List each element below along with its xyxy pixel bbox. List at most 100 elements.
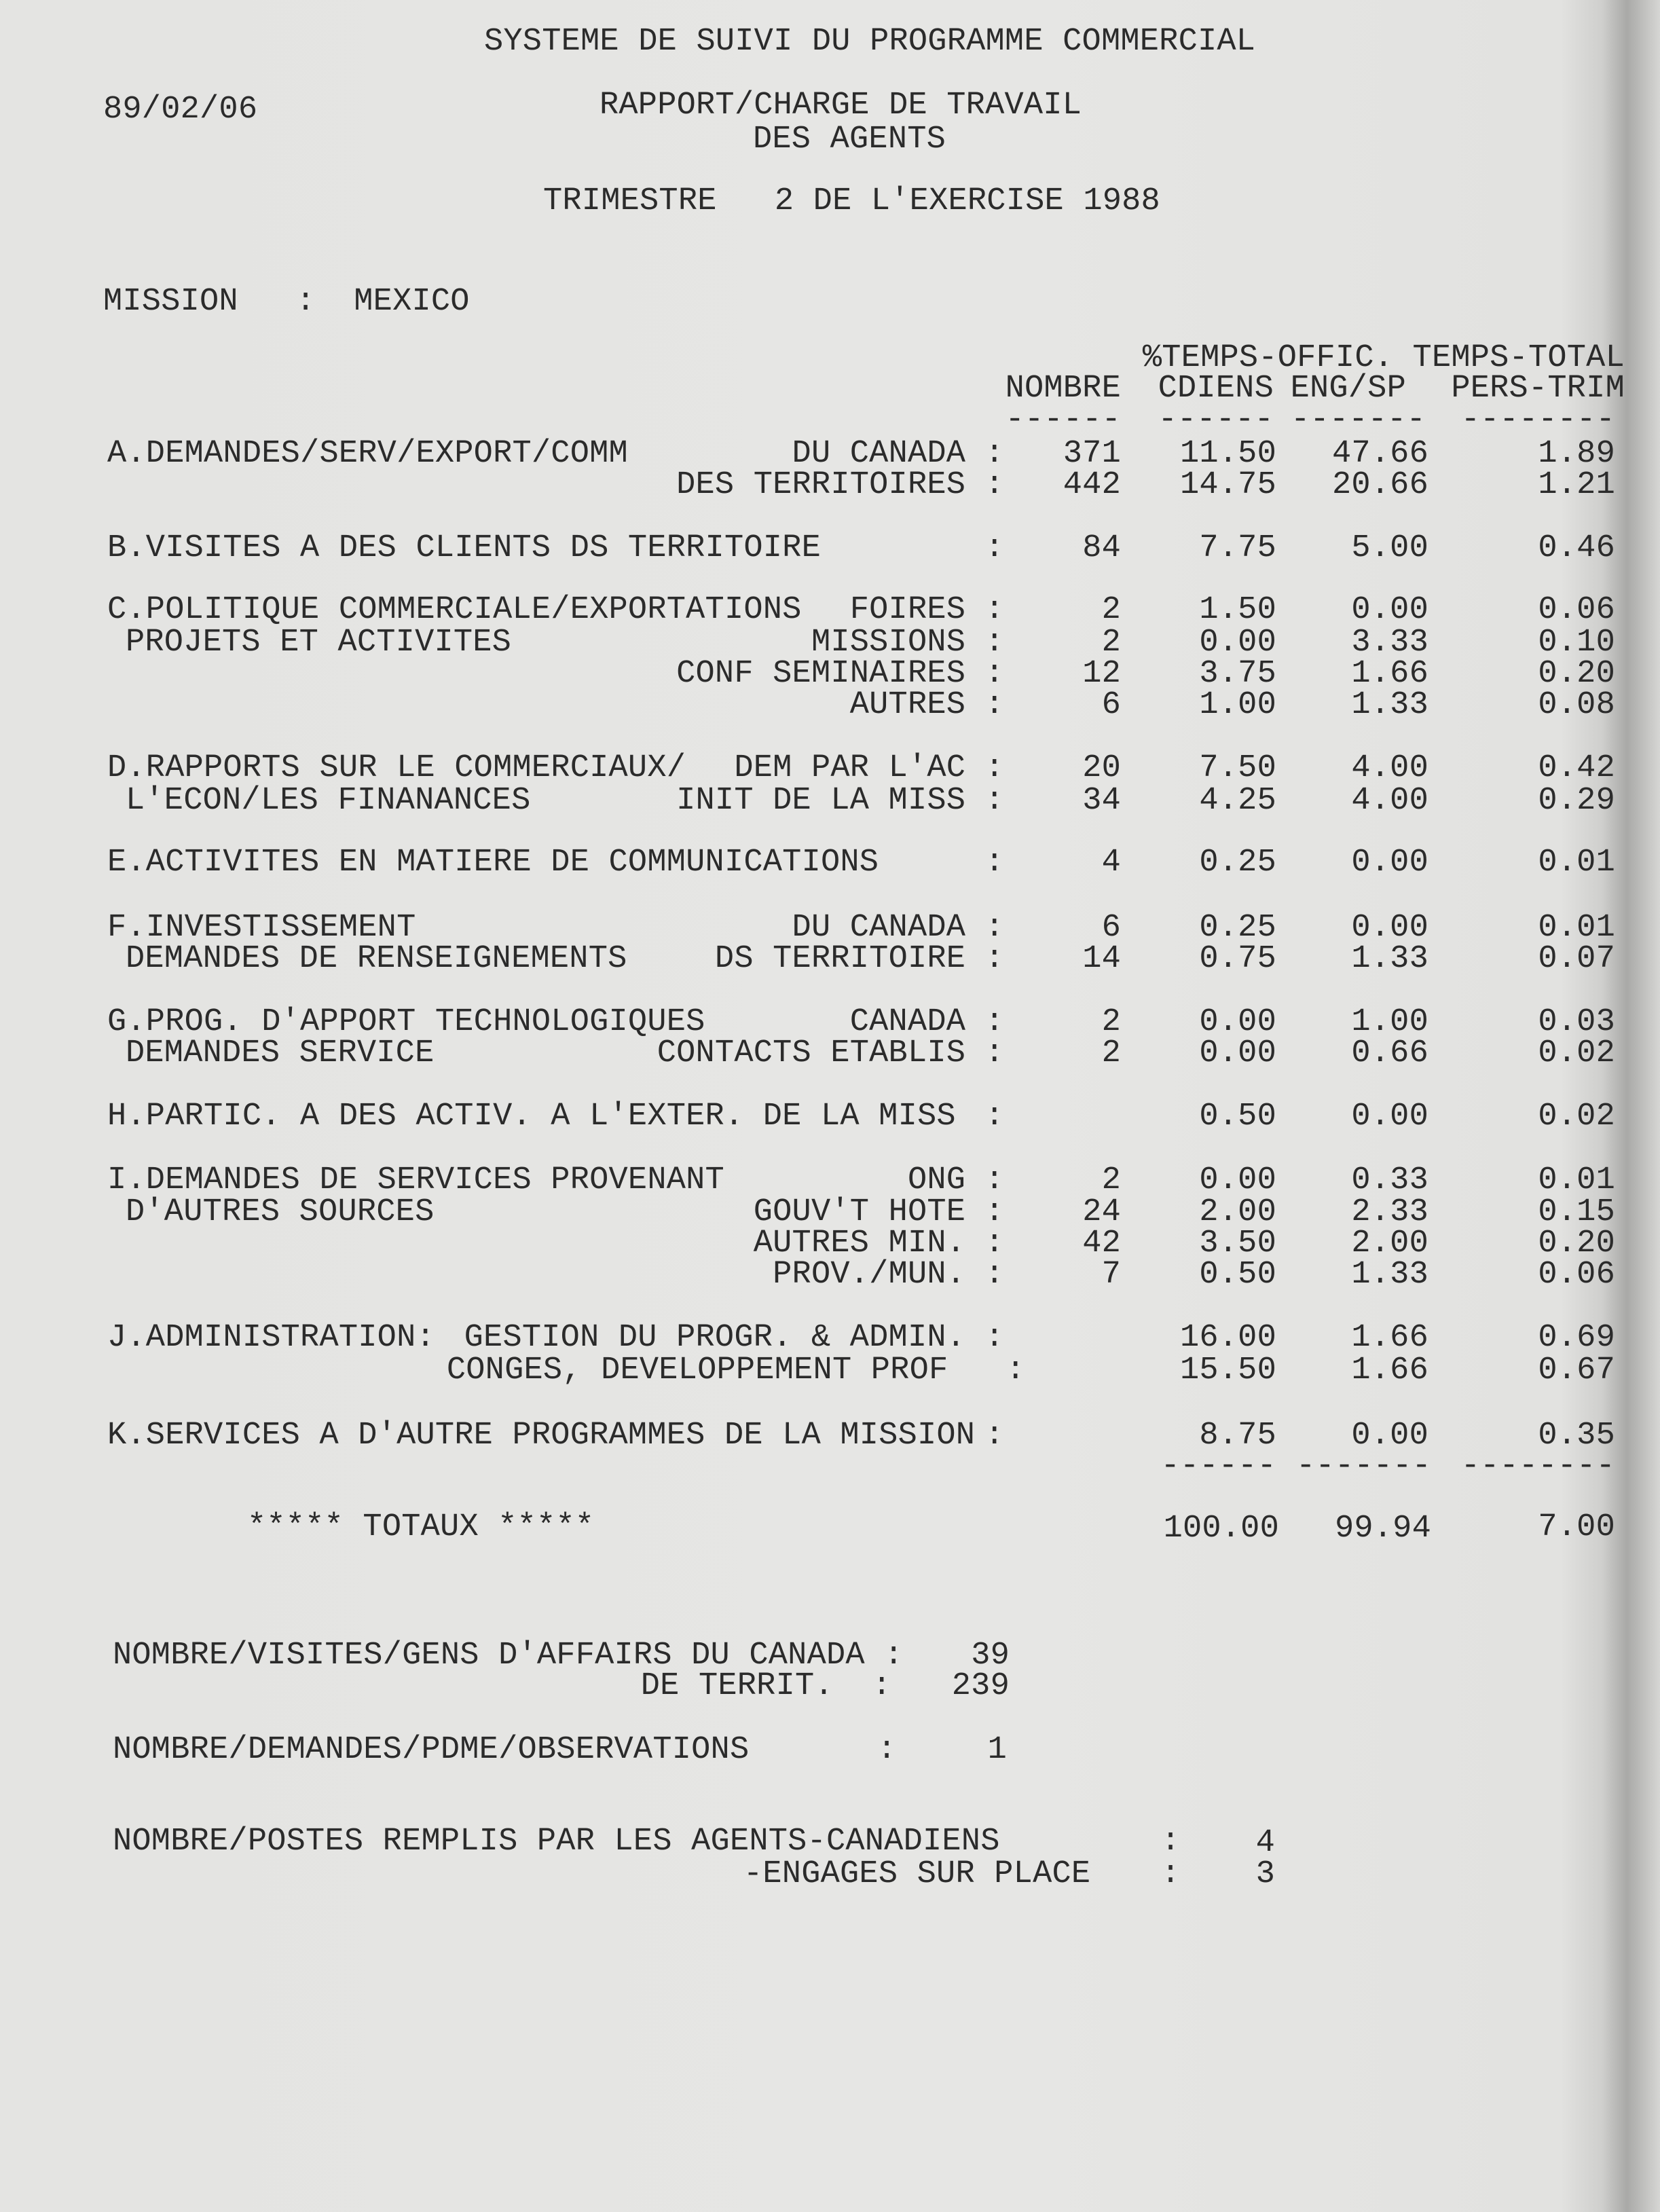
row-perstrim: 0.01 xyxy=(1538,845,1615,881)
row-perstrim: 0.01 xyxy=(1538,910,1615,946)
column-header-cdiens: CDIENS xyxy=(1158,371,1274,407)
row-cdiens: 0.25 xyxy=(1199,845,1276,881)
row-sublabel: INIT DE LA MISS : xyxy=(676,783,1004,819)
totals-engsp: 99.94 xyxy=(1334,1511,1431,1547)
row-sublabel: ONG : xyxy=(907,1162,1004,1198)
row-label: C.POLITIQUE COMMERCIALE/EXPORTATIONS xyxy=(107,592,802,628)
row-engsp: 1.66 xyxy=(1351,1320,1428,1356)
engages-value: 3 xyxy=(1255,1856,1275,1892)
row-engsp: 1.66 xyxy=(1351,656,1428,692)
row-perstrim: 0.02 xyxy=(1538,1099,1615,1135)
row-engsp: 4.00 xyxy=(1351,750,1428,786)
row-nombre: 84 xyxy=(1082,530,1121,566)
row-label: DEMANDES DE RENSEIGNEMENTS xyxy=(126,941,627,977)
totals-rule-perstrim: -------- xyxy=(1460,1448,1615,1484)
visites-label: NOMBRE/VISITES/GENS D'AFFAIRS DU CANADA … xyxy=(113,1638,904,1674)
row-nombre: 2 xyxy=(1101,592,1121,628)
row-perstrim: 1.21 xyxy=(1538,467,1615,503)
row-engsp: 3.33 xyxy=(1351,625,1428,661)
row-sublabel: PROV./MUN. : xyxy=(773,1257,1004,1293)
row-perstrim: 0.07 xyxy=(1538,941,1615,977)
demandes-label: NOMBRE/DEMANDES/PDME/OBSERVATIONS xyxy=(113,1732,750,1768)
row-nombre: 2 xyxy=(1101,1035,1121,1071)
row-perstrim: 0.20 xyxy=(1538,656,1615,692)
row-sublabel: DEM PAR L'AC : xyxy=(734,750,1004,786)
row-sublabel: FOIRES : xyxy=(849,592,1004,628)
row-cdiens: 16.00 xyxy=(1179,1320,1276,1356)
row-perstrim: 0.20 xyxy=(1538,1225,1615,1261)
row-engsp: 47.66 xyxy=(1331,436,1428,472)
totals-label: ***** TOTAUX ***** xyxy=(247,1509,595,1545)
row-cdiens: 8.75 xyxy=(1199,1418,1276,1454)
row-cdiens: 0.00 xyxy=(1199,625,1276,661)
engages-colon: : xyxy=(1161,1856,1181,1892)
row-cdiens: 0.75 xyxy=(1199,941,1276,977)
row-cdiens: 0.00 xyxy=(1199,1162,1276,1198)
row-cdiens: 0.50 xyxy=(1199,1257,1276,1293)
row-perstrim: 0.46 xyxy=(1538,530,1615,566)
row-sublabel: : xyxy=(984,530,1004,566)
row-perstrim: 0.42 xyxy=(1538,750,1615,786)
row-perstrim: 0.08 xyxy=(1538,687,1615,723)
row-nombre: 20 xyxy=(1082,750,1121,786)
row-nombre: 34 xyxy=(1082,783,1121,819)
row-label: A.DEMANDES/SERV/EXPORT/COMM xyxy=(107,436,628,472)
row-sublabel: : xyxy=(984,845,1004,881)
visites-territ-label: DE TERRIT. : xyxy=(640,1668,891,1704)
row-engsp: 0.00 xyxy=(1351,592,1428,628)
row-sublabel: AUTRES MIN. : xyxy=(753,1225,1004,1261)
row-engsp: 1.33 xyxy=(1351,941,1428,977)
row-cdiens: 0.00 xyxy=(1199,1004,1276,1040)
column-rule-cdiens: ------ xyxy=(1158,402,1274,438)
row-cdiens: 3.75 xyxy=(1199,656,1276,692)
row-nombre: 442 xyxy=(1063,467,1121,503)
demandes-colon: : xyxy=(877,1732,897,1768)
row-engsp: 5.00 xyxy=(1351,530,1428,566)
row-engsp: 4.00 xyxy=(1351,783,1428,819)
column-header-perstrim: PERS-TRIM xyxy=(1451,371,1625,407)
engages-label: -ENGAGES SUR PLACE xyxy=(743,1856,1091,1892)
row-engsp: 1.00 xyxy=(1351,1004,1428,1040)
column-group-header: %TEMPS-OFFIC. TEMPS-TOTAL xyxy=(1142,340,1625,376)
row-perstrim: 0.03 xyxy=(1538,1004,1615,1040)
row-engsp: 0.66 xyxy=(1351,1035,1428,1071)
row-nombre: 371 xyxy=(1063,436,1121,472)
totals-rule-cdiens: ------ xyxy=(1160,1448,1276,1484)
row-engsp: 0.00 xyxy=(1351,845,1428,881)
row-label: PROJETS ET ACTIVITES xyxy=(126,625,512,661)
row-sublabel: DU CANADA : xyxy=(792,910,1004,946)
row-perstrim: 0.15 xyxy=(1538,1194,1615,1230)
row-perstrim: 0.29 xyxy=(1538,783,1615,819)
row-label: H.PARTIC. A DES ACTIV. A L'EXTER. DE LA … xyxy=(107,1099,956,1135)
visites-canada-value: 39 xyxy=(971,1638,1010,1674)
row-engsp: 0.33 xyxy=(1351,1162,1428,1198)
totals-cdiens: 100.00 xyxy=(1163,1511,1279,1547)
row-perstrim: 0.35 xyxy=(1538,1418,1615,1454)
row-engsp: 1.66 xyxy=(1351,1352,1428,1388)
postes-label: NOMBRE/POSTES REMPLIS PAR LES AGENTS-CAN… xyxy=(113,1824,1000,1860)
row-sublabel: DU CANADA : xyxy=(792,436,1004,472)
row-label: B.VISITES A DES CLIENTS DS TERRITOIRE xyxy=(107,530,821,566)
row-cdiens: 1.00 xyxy=(1199,687,1276,723)
row-sublabel: CONGES, DEVELOPPEMENT PROF : xyxy=(446,1352,1025,1388)
row-engsp: 1.33 xyxy=(1351,687,1428,723)
row-perstrim: 1.89 xyxy=(1538,436,1615,472)
row-perstrim: 0.02 xyxy=(1538,1035,1615,1071)
row-label: L'ECON/LES FINANANCES xyxy=(126,783,531,819)
row-nombre: 2 xyxy=(1101,625,1121,661)
row-engsp: 0.00 xyxy=(1351,1099,1428,1135)
mission-name: MISSION : MEXICO xyxy=(103,284,470,320)
column-rule-perstrim: -------- xyxy=(1460,402,1615,438)
row-label: D.RAPPORTS SUR LE COMMERCIAUX/ xyxy=(107,750,686,786)
row-sublabel: AUTRES : xyxy=(849,687,1004,723)
row-label: I.DEMANDES DE SERVICES PROVENANT xyxy=(107,1162,724,1198)
row-cdiens: 7.75 xyxy=(1199,530,1276,566)
row-cdiens: 0.25 xyxy=(1199,910,1276,946)
row-engsp: 20.66 xyxy=(1331,467,1428,503)
row-label: DEMANDES SERVICE xyxy=(126,1035,435,1071)
row-perstrim: 0.01 xyxy=(1538,1162,1615,1198)
row-cdiens: 4.25 xyxy=(1199,783,1276,819)
row-engsp: 2.33 xyxy=(1351,1194,1428,1230)
row-engsp: 0.00 xyxy=(1351,1418,1428,1454)
row-nombre: 2 xyxy=(1101,1004,1121,1040)
